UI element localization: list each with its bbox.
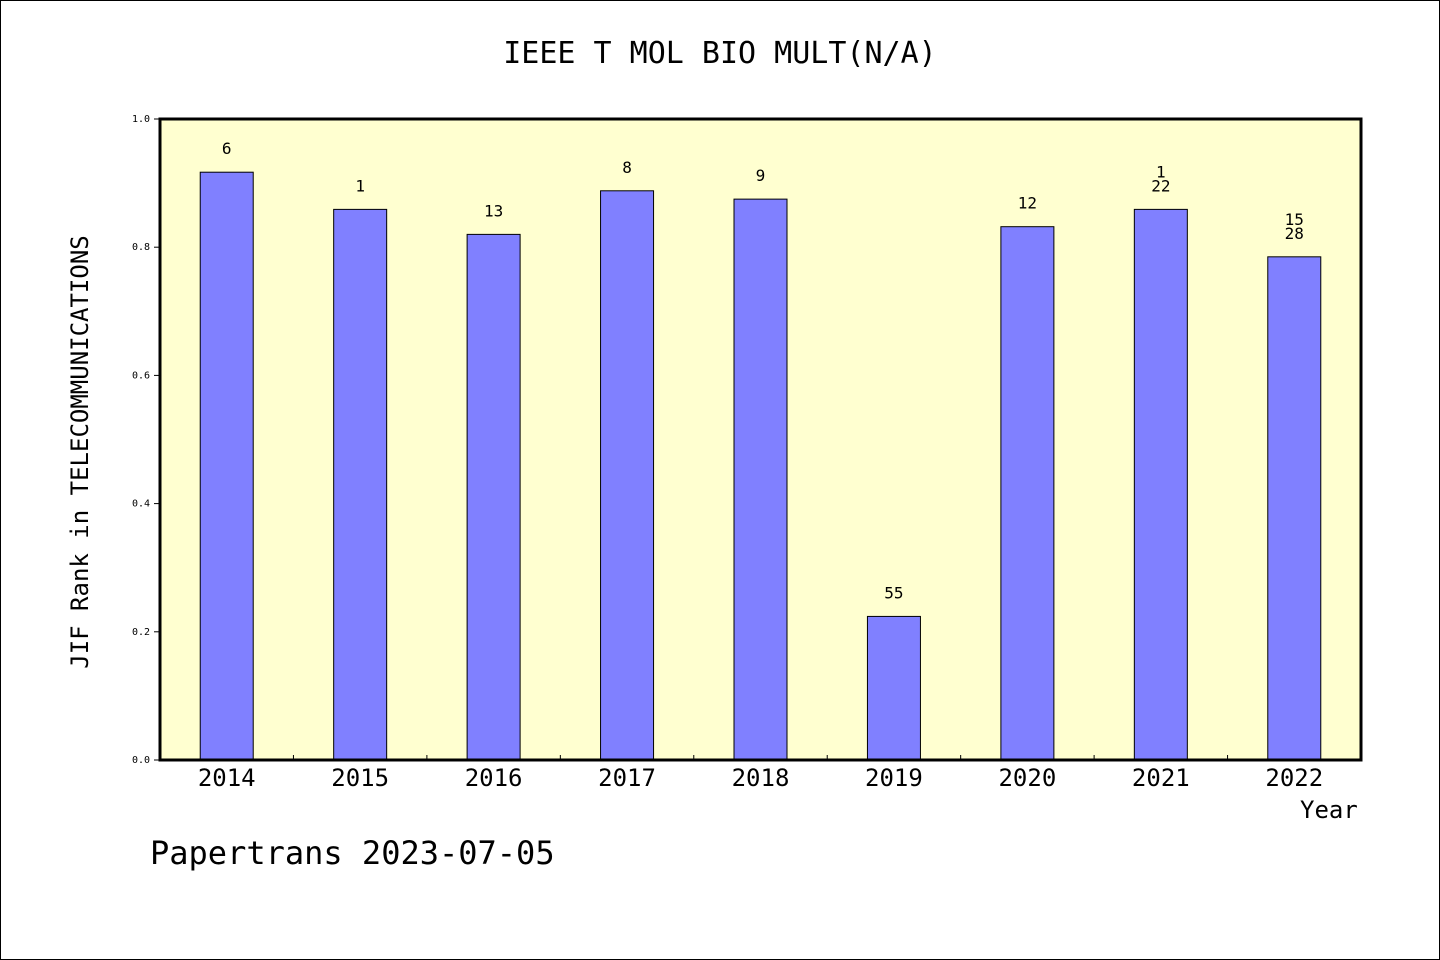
- x-tick-label: 2016: [465, 764, 523, 792]
- bar-value-label: 9: [756, 166, 766, 185]
- x-tick-label: 2019: [865, 764, 923, 792]
- plot-border: [158, 117, 1363, 762]
- y-tick-label: 0.8: [132, 242, 150, 253]
- x-tick-label: 2020: [998, 764, 1056, 792]
- bar-value-label: 22: [1151, 176, 1170, 195]
- bar-value-label: 1: [355, 176, 365, 195]
- bar-value-label: 55: [884, 583, 903, 602]
- bar: [866, 615, 921, 761]
- x-axis-label: Year: [1300, 796, 1358, 824]
- x-tick-label: 2015: [331, 764, 389, 792]
- bar: [1133, 208, 1188, 761]
- bar-value-label: 12: [1018, 194, 1037, 213]
- y-tick-label: 0.0: [132, 755, 150, 766]
- x-tick-label: 2018: [732, 764, 790, 792]
- bar: [199, 171, 254, 761]
- bar-value-label: 6: [222, 139, 232, 158]
- x-tick-label: 2022: [1265, 764, 1323, 792]
- bar: [1267, 256, 1322, 761]
- y-axis-label: JIF Rank in TELECOMMUNICATIONS: [66, 235, 94, 669]
- bar-value-label: 28: [1285, 224, 1304, 243]
- bar-value-label: 1: [1156, 162, 1166, 181]
- bar: [600, 190, 655, 761]
- x-tick-label: 2014: [198, 764, 256, 792]
- bar-value-label: 15: [1285, 210, 1304, 229]
- y-tick-label: 0.4: [132, 499, 150, 510]
- footer-watermark: Papertrans 2023-07-05: [150, 834, 555, 872]
- y-tick-label: 1.0: [132, 114, 150, 125]
- bar: [1000, 226, 1055, 761]
- y-tick-label: 0.2: [132, 627, 150, 638]
- chart-title: IEEE T MOL BIO MULT(N/A): [503, 36, 937, 71]
- x-tick-label: 2017: [598, 764, 656, 792]
- y-tick-label: 0.6: [132, 370, 150, 381]
- bar-value-label: 8: [622, 158, 632, 177]
- bar: [333, 208, 388, 761]
- bar: [466, 233, 521, 761]
- bar-value-label: 13: [484, 201, 503, 220]
- bar: [733, 198, 788, 761]
- x-tick-label: 2021: [1132, 764, 1190, 792]
